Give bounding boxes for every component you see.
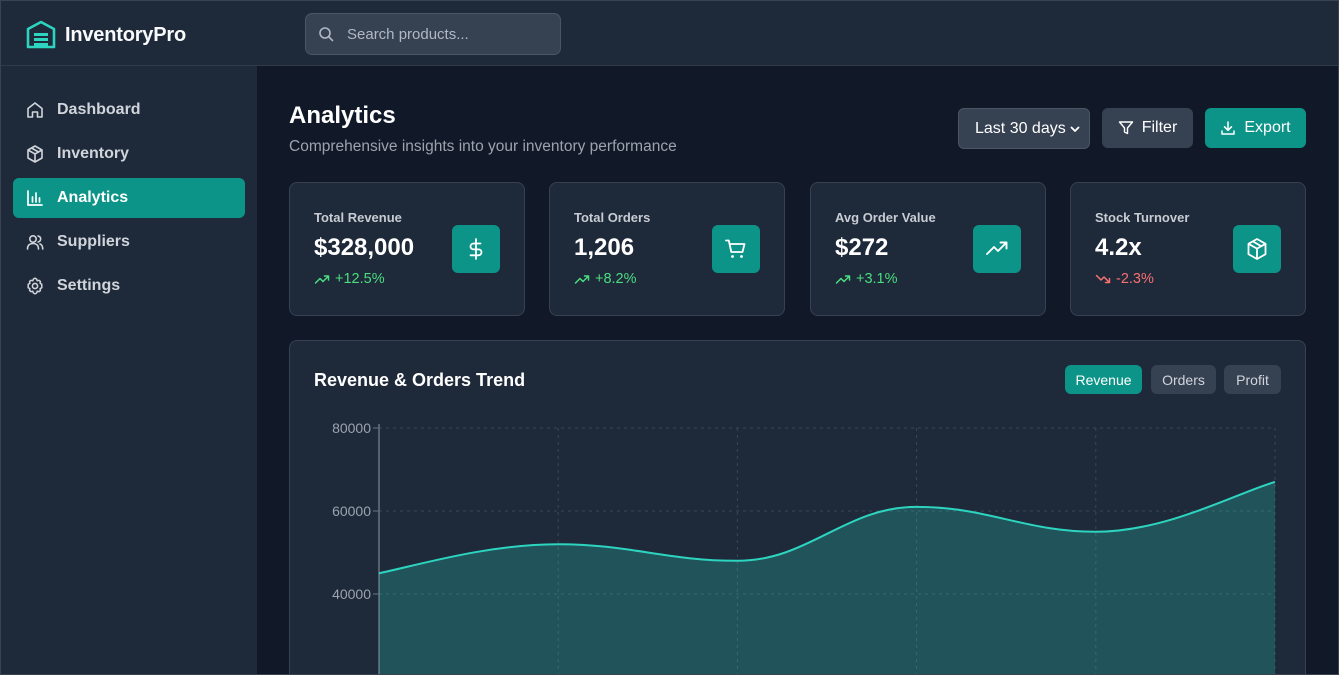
cart-icon bbox=[725, 239, 746, 258]
y-tick-label: 60000 bbox=[332, 503, 371, 519]
sidebar-item-analytics[interactable]: Analytics bbox=[13, 178, 245, 218]
app-name: InventoryPro bbox=[65, 23, 186, 46]
kpi-label: Total Orders bbox=[574, 210, 651, 225]
box-icon bbox=[27, 145, 43, 163]
page-subtitle: Comprehensive insights into your invento… bbox=[289, 138, 677, 155]
trend-down-icon bbox=[1095, 274, 1111, 284]
toggle-orders[interactable]: Orders bbox=[1151, 365, 1216, 394]
home-icon bbox=[27, 102, 43, 118]
sidebar-item-dashboard[interactable]: Dashboard bbox=[13, 90, 245, 130]
kpi-card-stock-turnover: Stock Turnover 4.2x -2.3% bbox=[1070, 182, 1306, 316]
search-input[interactable] bbox=[347, 25, 537, 43]
filter-button[interactable]: Filter bbox=[1102, 108, 1193, 148]
trend-up-icon bbox=[835, 275, 851, 284]
sidebar: Dashboard Inventory Analytics bbox=[1, 66, 257, 674]
kpi-value: $328,000 bbox=[314, 234, 415, 261]
kpi-value: $272 bbox=[835, 234, 889, 261]
kpi-label: Total Revenue bbox=[314, 210, 402, 225]
kpi-card-avg-order-value: Avg Order Value $272 +3.1% bbox=[810, 182, 1046, 316]
y-tick-label: 40000 bbox=[332, 586, 371, 602]
sidebar-item-label: Settings bbox=[57, 277, 121, 294]
page-title: Analytics bbox=[289, 102, 396, 129]
search-box[interactable] bbox=[305, 13, 561, 55]
chevron-down-icon bbox=[1070, 126, 1080, 132]
bar-chart-icon bbox=[27, 190, 43, 206]
kpi-icon-box bbox=[452, 225, 500, 273]
filter-icon bbox=[1118, 121, 1133, 135]
package-icon bbox=[1247, 238, 1267, 260]
kpi-change: +12.5% bbox=[314, 271, 385, 287]
kpi-change: -2.3% bbox=[1095, 271, 1154, 287]
kpi-card-total-orders: Total Orders 1,206 +8.2% bbox=[549, 182, 785, 316]
kpi-card-total-revenue: Total Revenue $328,000 +12.5% bbox=[289, 182, 525, 316]
sidebar-item-suppliers[interactable]: Suppliers bbox=[13, 222, 245, 262]
kpi-label: Stock Turnover bbox=[1095, 210, 1190, 225]
date-range-value: Last 30 days bbox=[975, 119, 1066, 137]
y-tick-label: 80000 bbox=[332, 420, 371, 436]
search-icon bbox=[319, 27, 334, 42]
main-content: Analytics Comprehensive insights into yo… bbox=[257, 66, 1338, 674]
revenue-trend-chart-card: Revenue & Orders Trend Revenue Orders Pr… bbox=[289, 340, 1306, 674]
warehouse-icon bbox=[26, 20, 56, 49]
users-icon bbox=[26, 234, 44, 250]
top-bar: InventoryPro bbox=[1, 1, 1338, 66]
dollar-icon bbox=[469, 238, 483, 260]
kpi-icon-box bbox=[973, 225, 1021, 273]
export-button[interactable]: Export bbox=[1205, 108, 1306, 148]
sidebar-item-inventory[interactable]: Inventory bbox=[13, 134, 245, 174]
gear-icon bbox=[27, 277, 43, 295]
kpi-icon-box bbox=[712, 225, 760, 273]
revenue-area bbox=[379, 481, 1275, 674]
kpi-label: Avg Order Value bbox=[835, 210, 936, 225]
sidebar-item-label: Analytics bbox=[57, 189, 129, 206]
sidebar-item-label: Suppliers bbox=[57, 233, 130, 250]
trend-up-icon bbox=[574, 275, 590, 284]
export-label: Export bbox=[1244, 119, 1291, 136]
brand[interactable]: InventoryPro bbox=[25, 20, 186, 50]
toggle-profit[interactable]: Profit bbox=[1224, 365, 1281, 394]
kpi-value: 1,206 bbox=[574, 234, 635, 261]
sidebar-item-label: Dashboard bbox=[57, 101, 141, 118]
revenue-line bbox=[378, 480, 1276, 575]
chart-title: Revenue & Orders Trend bbox=[314, 370, 526, 390]
sidebar-item-label: Inventory bbox=[57, 145, 130, 162]
kpi-icon-box bbox=[1233, 225, 1281, 273]
revenue-chart: 40000 60000 80000 bbox=[332, 420, 1276, 674]
filter-label: Filter bbox=[1141, 119, 1178, 136]
kpi-change: +3.1% bbox=[835, 271, 898, 287]
toggle-revenue[interactable]: Revenue bbox=[1065, 365, 1142, 394]
download-icon bbox=[1221, 121, 1236, 135]
trend-up-icon bbox=[314, 275, 330, 284]
kpi-value: 4.2x bbox=[1095, 234, 1142, 261]
sidebar-item-settings[interactable]: Settings bbox=[13, 266, 245, 306]
kpi-change: +8.2% bbox=[574, 271, 637, 287]
date-range-select[interactable]: Last 30 days bbox=[958, 108, 1090, 149]
trending-up-icon bbox=[986, 241, 1008, 255]
